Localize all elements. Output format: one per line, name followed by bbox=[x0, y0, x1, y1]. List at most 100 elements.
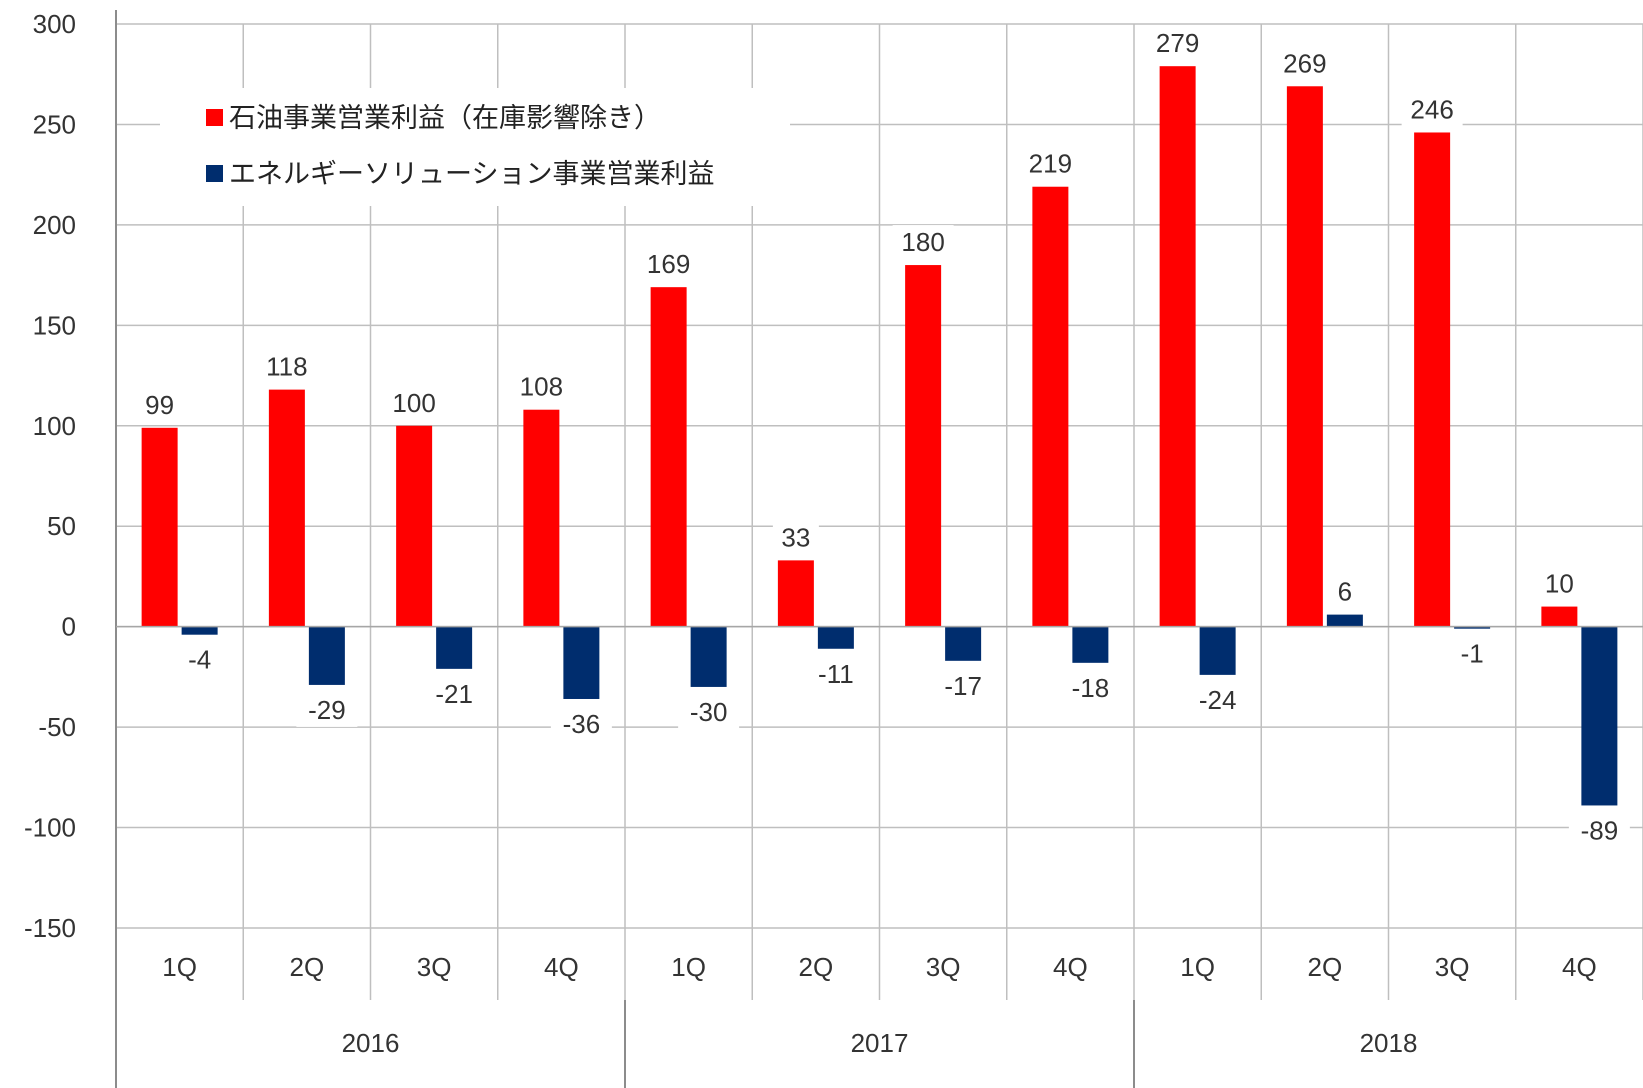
data-label-bg bbox=[1449, 636, 1496, 671]
data-label-oil: 279 bbox=[1156, 28, 1199, 58]
data-label-energy: -1 bbox=[1461, 639, 1484, 669]
x-tick-quarter: 2Q bbox=[290, 952, 325, 982]
bar-energy bbox=[436, 626, 473, 669]
legend-background bbox=[160, 88, 790, 206]
data-label-bg bbox=[678, 694, 740, 729]
data-label-energy: -17 bbox=[944, 671, 982, 701]
data-label-oil: 100 bbox=[392, 388, 435, 418]
y-tick-label: -100 bbox=[24, 813, 76, 843]
x-tick-year: 2016 bbox=[342, 1028, 400, 1058]
data-label-energy: -11 bbox=[818, 659, 854, 689]
data-label-bg bbox=[1059, 670, 1121, 705]
data-label-oil: 169 bbox=[647, 249, 690, 279]
data-label-energy: -18 bbox=[1072, 673, 1110, 703]
data-label-bg bbox=[1019, 146, 1081, 181]
data-label-energy: -89 bbox=[1581, 815, 1619, 845]
data-label-bg bbox=[892, 225, 954, 260]
data-label-oil: 99 bbox=[145, 390, 174, 420]
bar-energy bbox=[1199, 626, 1236, 675]
data-label-bg bbox=[383, 385, 445, 420]
bar-energy bbox=[690, 626, 727, 687]
bar-energy bbox=[1581, 626, 1618, 806]
data-label-bg bbox=[1187, 682, 1249, 717]
x-tick-quarter: 3Q bbox=[1435, 952, 1470, 982]
bar-oil bbox=[650, 287, 687, 627]
data-label-bg bbox=[932, 668, 994, 703]
bar-oil bbox=[268, 389, 305, 627]
data-label-bg bbox=[1568, 813, 1630, 848]
y-tick-label: -50 bbox=[38, 712, 76, 742]
bar-oil bbox=[1541, 606, 1578, 627]
bar-oil bbox=[1286, 86, 1323, 627]
bar-oil bbox=[777, 560, 814, 627]
data-label-bg bbox=[1329, 574, 1361, 609]
data-label-oil: 246 bbox=[1410, 94, 1453, 124]
data-label-energy: -24 bbox=[1199, 685, 1237, 715]
data-label-energy: -21 bbox=[435, 679, 473, 709]
data-label-energy: 6 bbox=[1338, 577, 1352, 607]
data-label-bg bbox=[136, 387, 183, 422]
data-label-energy: -30 bbox=[690, 697, 728, 727]
data-label-bg bbox=[176, 642, 223, 677]
y-tick-label: 50 bbox=[47, 511, 76, 541]
x-tick-quarter: 4Q bbox=[544, 952, 579, 982]
y-tick-label: 150 bbox=[33, 310, 76, 340]
x-tick-quarter: 1Q bbox=[671, 952, 706, 982]
bar-energy bbox=[563, 626, 600, 699]
x-tick-quarter: 3Q bbox=[926, 952, 961, 982]
bar-energy bbox=[817, 626, 854, 649]
x-tick-year: 2018 bbox=[1360, 1028, 1418, 1058]
x-axis: 1Q 2Q 3Q 4Q 1Q 2Q 3Q 4Q 1Q 2Q 3Q 4Q 2016 2017 2018 bbox=[162, 952, 1597, 1088]
bar-energy bbox=[308, 626, 345, 685]
data-label-bg bbox=[638, 247, 700, 282]
bar-energy bbox=[1072, 626, 1109, 663]
data-label-energy: -4 bbox=[188, 645, 211, 675]
x-tick-quarter: 4Q bbox=[1053, 952, 1088, 982]
data-label-bg bbox=[423, 676, 485, 711]
data-label-bg bbox=[805, 656, 867, 691]
legend-swatch-energy bbox=[206, 165, 223, 182]
data-label-oil: 118 bbox=[266, 352, 307, 382]
x-tick-quarter: 2Q bbox=[799, 952, 834, 982]
legend-swatch-oil bbox=[206, 109, 223, 126]
legend: 石油事業営業利益（在庫影響除き） エネルギーソリューション事業営業利益 bbox=[160, 88, 790, 206]
bar-energy bbox=[1454, 626, 1491, 629]
data-label-oil: 219 bbox=[1029, 149, 1072, 179]
y-tick-label: 250 bbox=[33, 109, 76, 139]
y-tick-label: -150 bbox=[24, 913, 76, 943]
data-label-bg bbox=[1147, 26, 1209, 61]
data-label-bg bbox=[510, 369, 572, 404]
legend-label-energy: エネルギーソリューション事業営業利益 bbox=[229, 159, 714, 190]
bars bbox=[116, 66, 1643, 806]
data-label-bg bbox=[256, 349, 318, 384]
data-label-energy: -29 bbox=[308, 695, 346, 725]
data-label-bg bbox=[772, 520, 819, 555]
data-label-oil: 269 bbox=[1283, 48, 1326, 78]
bar-oil bbox=[396, 425, 433, 627]
bar-energy bbox=[1326, 614, 1363, 627]
data-label-oil: 10 bbox=[1545, 569, 1574, 599]
bar-energy bbox=[181, 626, 218, 635]
x-tick-quarter: 4Q bbox=[1562, 952, 1597, 982]
bar-oil bbox=[1032, 186, 1069, 627]
bar-oil bbox=[1159, 66, 1196, 627]
y-axis: 300 250 200 150 100 50 0 -50 -100 -150 bbox=[24, 9, 117, 1088]
y-tick-label: 200 bbox=[33, 210, 76, 240]
bar-energy bbox=[945, 626, 982, 661]
bar-oil bbox=[1414, 132, 1451, 627]
bar-oil bbox=[523, 409, 560, 627]
data-label-bg bbox=[296, 692, 358, 727]
y-tick-label: 100 bbox=[33, 411, 76, 441]
data-label-oil: 180 bbox=[901, 227, 944, 257]
data-label-bg bbox=[1274, 46, 1336, 81]
data-label-oil: 108 bbox=[520, 372, 563, 402]
data-label-energy: -36 bbox=[563, 709, 601, 739]
data-label-bg bbox=[550, 706, 612, 741]
y-tick-label: 300 bbox=[33, 9, 76, 39]
legend-label-oil: 石油事業営業利益（在庫影響除き） bbox=[229, 103, 661, 134]
data-label-oil: 33 bbox=[781, 522, 810, 552]
data-labels: 99 118 100 108 169 33 180 219 279 269 246 10 -4 -29 -2… bbox=[136, 26, 1630, 848]
data-label-bg bbox=[1401, 92, 1463, 127]
